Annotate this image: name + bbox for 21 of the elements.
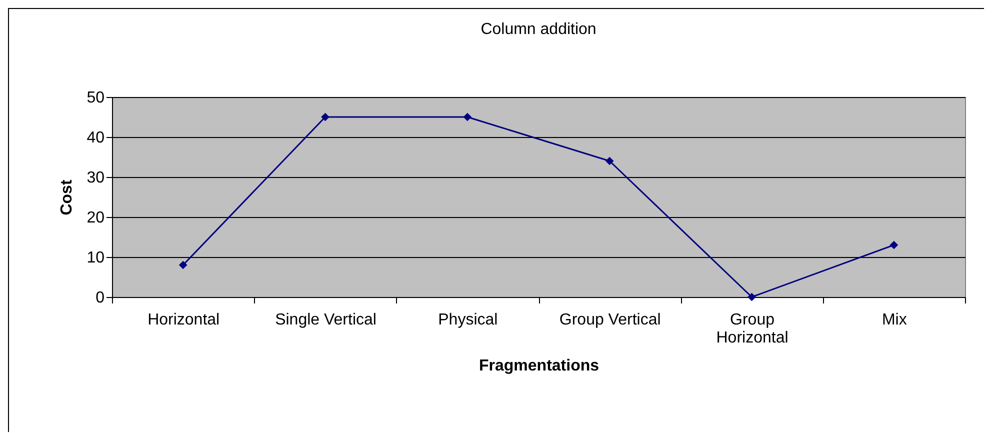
x-tick-label: Group Vertical (559, 312, 661, 328)
y-tick-label: 40 (86, 130, 105, 146)
point (178, 260, 188, 270)
y-axis-title: Cost (58, 179, 76, 216)
point (463, 112, 472, 122)
chart-title: Column addition (480, 21, 596, 38)
x-tick-label: Physical (438, 312, 498, 328)
y-tick-label: 30 (86, 170, 105, 186)
point (605, 156, 614, 166)
x-tick-label: Horizontal (148, 312, 220, 328)
x-axis-title: Fragmentations (478, 358, 600, 374)
y-tick-label: 50 (86, 90, 105, 106)
y-tick-label: 20 (86, 210, 105, 226)
point (321, 112, 330, 122)
x-tick-label: Group Horizontal (716, 312, 788, 346)
x-tick-label: Mix (882, 312, 907, 328)
x-tick-label: Single Vertical (275, 312, 376, 328)
y-tick-label: 0 (96, 290, 105, 306)
point (748, 292, 756, 302)
point (890, 240, 898, 250)
y-tick-label: 10 (86, 250, 105, 266)
